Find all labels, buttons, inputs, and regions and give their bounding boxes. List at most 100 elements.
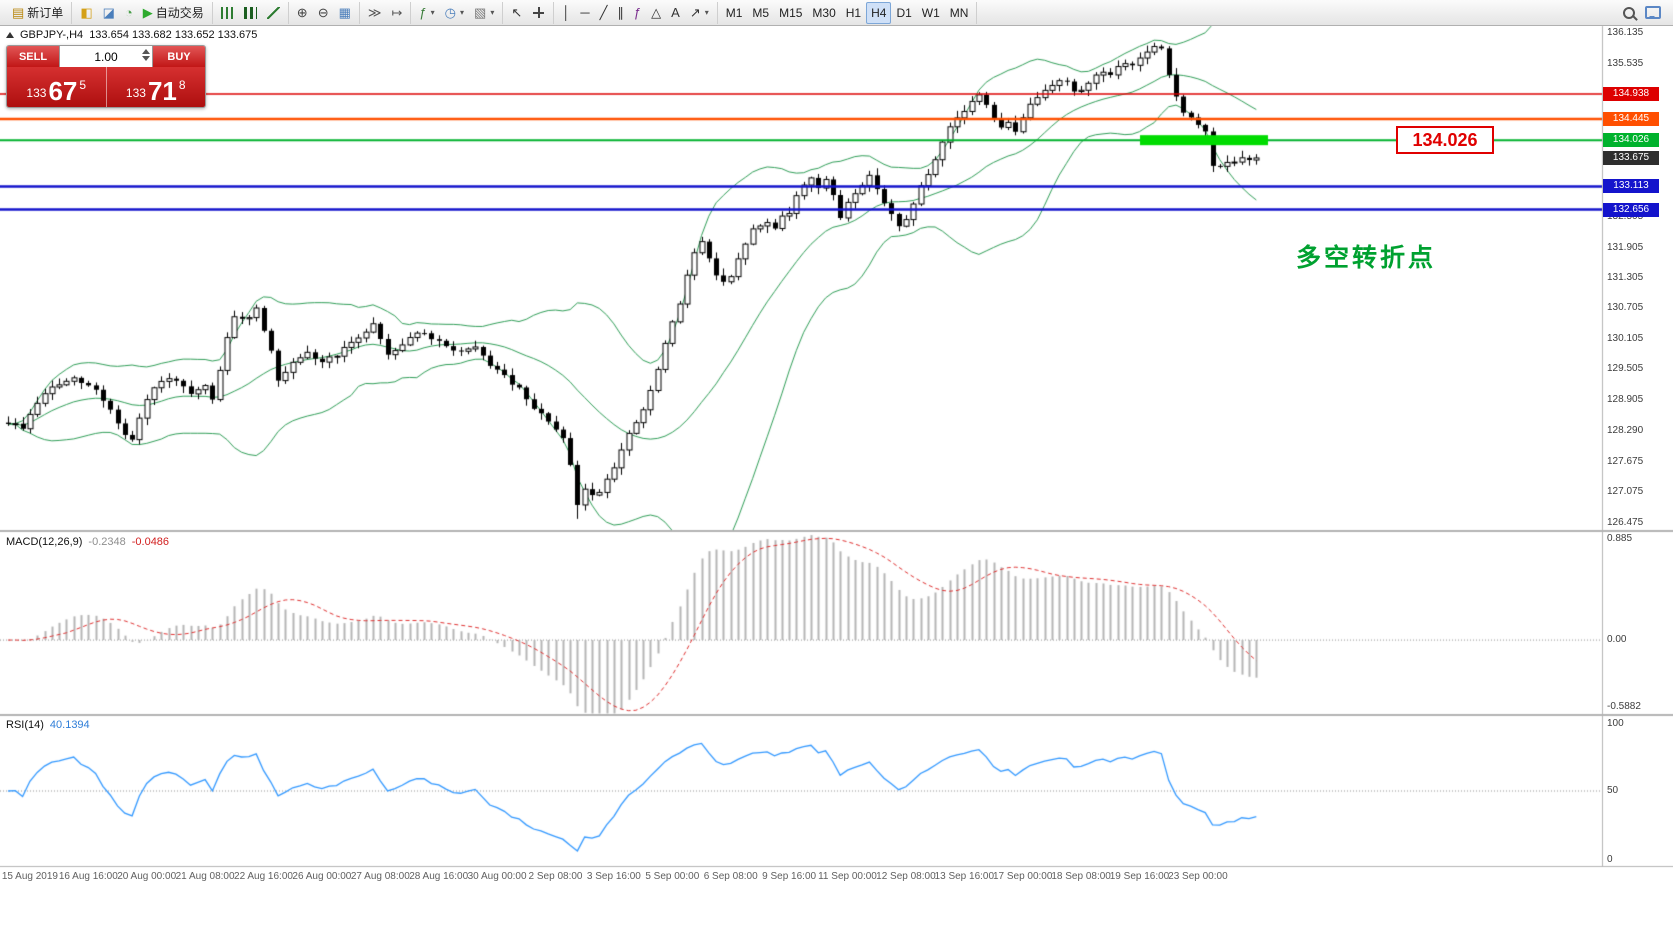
buy-price-prefix: 133: [125, 86, 146, 100]
volume-field[interactable]: 1.00: [59, 46, 153, 67]
templates-icon-glyph: ▧: [474, 5, 487, 20]
collapse-panel-icon[interactable]: [6, 32, 14, 38]
auto-scroll-icon[interactable]: ≫: [363, 2, 387, 24]
sell-button[interactable]: SELL: [7, 46, 59, 67]
tf-m30[interactable]: M30: [807, 2, 840, 24]
sell-price-pipette: 5: [79, 78, 87, 92]
tf-h1-label: H1: [845, 5, 862, 20]
volume-steppers: [142, 49, 150, 61]
pivot-annotation: 多空转折点: [1296, 244, 1437, 272]
tf-d1[interactable]: D1: [891, 2, 916, 24]
tf-mn[interactable]: MN: [945, 2, 974, 24]
tf-w1[interactable]: W1: [917, 2, 945, 24]
group-cursor: ↖: [503, 1, 555, 24]
autotrading-button-label: 自动交易: [155, 6, 204, 20]
channel-icon[interactable]: ∥: [612, 2, 629, 24]
text-label-icon[interactable]: A: [666, 2, 685, 24]
tile-windows-icon-glyph: ▦: [338, 5, 351, 20]
candlestick-chart-type-icon: [243, 6, 257, 19]
tf-m5[interactable]: M5: [747, 2, 774, 24]
autotrading-button[interactable]: ▶ 自动交易: [138, 2, 209, 24]
refresh-icon[interactable]: ◔: [120, 2, 138, 24]
trendline-icon[interactable]: ╱: [595, 2, 613, 24]
bar-chart-type-icon[interactable]: [216, 2, 239, 24]
buy-button[interactable]: BUY: [153, 46, 205, 67]
rsi-label: RSI(14): [6, 719, 44, 731]
sell-price-prefix: 133: [26, 86, 47, 100]
group-objects: │ ─ ╱ ∥ ƒ △ A ↗ ▾: [554, 1, 718, 24]
buy-price[interactable]: 133 71 8: [105, 67, 205, 107]
chat-icon[interactable]: [1640, 2, 1666, 24]
horizontal-line-icon[interactable]: ─: [575, 2, 594, 24]
tf-h4[interactable]: H4: [866, 1, 892, 24]
new-order-button[interactable]: ▤ 新订单: [7, 2, 68, 24]
dropdown-caret-icon: ▾: [460, 8, 465, 17]
text-label-icon-glyph: A: [671, 5, 680, 20]
price-callout: 134.026: [1396, 126, 1494, 154]
new-order-button-label: 新订单: [27, 6, 64, 20]
search-icon[interactable]: [1618, 2, 1640, 24]
candlestick-chart-type-icon[interactable]: [239, 2, 262, 24]
tf-m1-label: M1: [725, 5, 743, 20]
new-chart-icon-glyph: ◧: [80, 5, 93, 20]
periods-icon[interactable]: ◷ ▾: [440, 2, 469, 24]
indicators-icon[interactable]: ƒ ▾: [414, 2, 439, 24]
search-icon: [1623, 6, 1635, 19]
volume-up-button[interactable]: [142, 49, 150, 54]
vertical-line-icon[interactable]: │: [557, 2, 575, 24]
autotrading-button-glyph: ▶: [142, 5, 153, 20]
tf-m15-label: M15: [779, 5, 803, 20]
line-chart-type-icon[interactable]: [262, 2, 285, 24]
dropdown-caret-icon: ▾: [490, 8, 495, 17]
profiles-icon-glyph: ◪: [102, 5, 115, 20]
line-chart-type-icon: [266, 6, 280, 19]
group-chart-type: [213, 1, 289, 24]
templates-icon[interactable]: ▧ ▾: [469, 2, 499, 24]
sell-price-pips: 67: [48, 76, 78, 106]
tf-m1[interactable]: M1: [721, 2, 748, 24]
crosshair-icon[interactable]: [527, 2, 550, 24]
tile-windows-icon[interactable]: ▦: [334, 2, 356, 24]
arrows-icon[interactable]: ↗ ▾: [685, 2, 714, 24]
horizontal-line-icon-glyph: ─: [580, 5, 590, 20]
cursor-icon[interactable]: ↖: [506, 2, 527, 24]
one-click-trading-panel: SELL 1.00 BUY 133 67 5 133 71 8: [6, 45, 206, 108]
chat-icon: [1645, 6, 1661, 19]
tf-mn-label: MN: [949, 5, 969, 20]
volume-down-button[interactable]: [142, 56, 150, 61]
group-timeframes: M1 M5 M15 M30 H1 H4 D1 W1 MN: [718, 1, 978, 24]
dropdown-caret-icon: ▾: [704, 8, 709, 17]
cursor-icon-glyph: ↖: [511, 5, 523, 20]
vertical-line-icon-glyph: │: [562, 5, 571, 20]
tf-m30-label: M30: [812, 5, 836, 20]
periods-icon-glyph: ◷: [444, 5, 456, 20]
sell-price[interactable]: 133 67 5: [7, 67, 106, 107]
zoom-in-icon[interactable]: ⊕: [292, 2, 313, 24]
chart-ohlc-header: GBPJPY-,H4 133.654 133.682 133.652 133.6…: [6, 29, 257, 41]
shapes-icon[interactable]: △: [646, 2, 666, 24]
fibonacci-icon-glyph: ƒ: [633, 5, 642, 20]
tf-h1[interactable]: H1: [841, 2, 866, 24]
channel-icon-glyph: ∥: [617, 5, 624, 20]
new-chart-icon[interactable]: ◧: [75, 2, 97, 24]
group-right: [1615, 2, 1669, 24]
fibonacci-icon[interactable]: ƒ: [629, 2, 646, 24]
tf-w1-label: W1: [921, 5, 940, 20]
zoom-out-icon[interactable]: ⊖: [313, 2, 334, 24]
buy-price-pips: 71: [147, 76, 177, 106]
chart-shift-icon[interactable]: ↦: [387, 2, 408, 24]
shapes-icon-glyph: △: [651, 5, 662, 20]
profiles-icon[interactable]: ◪: [98, 2, 120, 24]
macd-label: MACD(12,26,9): [6, 536, 83, 548]
tf-m15[interactable]: M15: [774, 2, 807, 24]
volume-value: 1.00: [94, 49, 118, 64]
chart-shift-icon-glyph: ↦: [391, 5, 403, 20]
tf-h4-label: H4: [871, 5, 887, 20]
trendline-icon-glyph: ╱: [599, 5, 608, 20]
group-scroll: ≫ ↦: [360, 1, 412, 24]
main-toolbar: ▤ 新订单 ◧ ◪ ◔ ▶ 自动交易 ⊕ ⊖ ▦ ≫ ↦ ƒ ▾ ◷ ▾ ▧ ▾ ↖ │ ─ ╱ ∥ ƒ △ A ↗ ▾ M1 M5 M15…: [0, 0, 1673, 26]
indicators-icon-glyph: ƒ: [419, 5, 427, 20]
group-new-order: ▤ 新订单: [4, 1, 73, 24]
new-order-button-glyph: ▤: [12, 5, 25, 20]
